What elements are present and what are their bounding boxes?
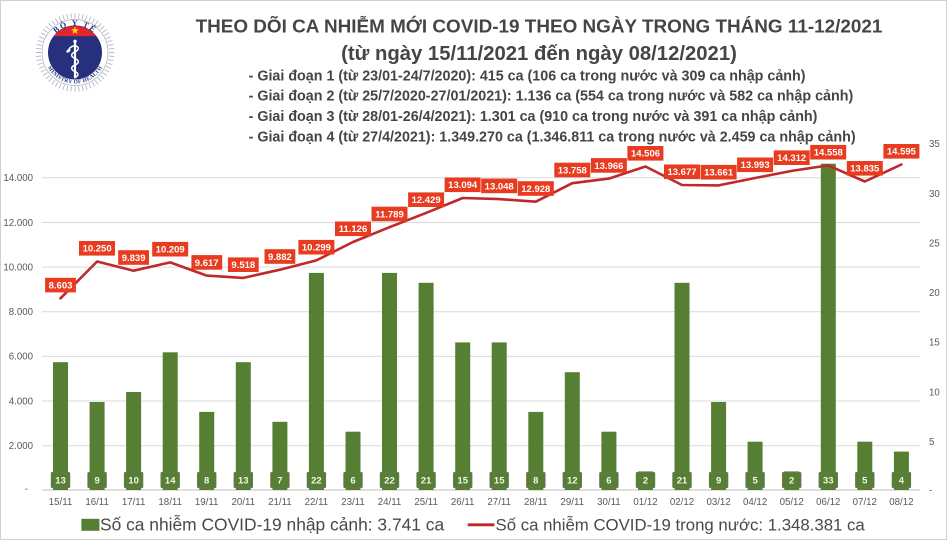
svg-text:19/11: 19/11 <box>195 497 219 508</box>
svg-text:4: 4 <box>899 475 905 486</box>
svg-text:10.250: 10.250 <box>83 244 112 255</box>
svg-text:5: 5 <box>929 437 934 448</box>
svg-text:- Giai đoạn 2 (từ 25/7/2020-27: - Giai đoạn 2 (từ 25/7/2020-27/01/2021):… <box>249 89 854 105</box>
svg-text:(từ ngày 15/11/2021 đến ngày 0: (từ ngày 15/11/2021 đến ngày 08/12/2021) <box>341 43 737 65</box>
svg-text:10: 10 <box>128 475 139 486</box>
svg-text:17/11: 17/11 <box>122 497 146 508</box>
svg-text:13.993: 13.993 <box>741 160 770 171</box>
svg-text:20/11: 20/11 <box>232 497 256 508</box>
svg-text:30: 30 <box>929 189 940 200</box>
svg-text:8.603: 8.603 <box>49 281 73 292</box>
svg-text:5: 5 <box>752 475 758 486</box>
svg-text:14.558: 14.558 <box>814 148 843 159</box>
svg-text:14.000: 14.000 <box>3 173 33 184</box>
svg-text:14: 14 <box>165 475 176 486</box>
svg-text:- Giai đoạn 4 (từ 27/4/2021):: - Giai đoạn 4 (từ 27/4/2021): 1.349.270 … <box>249 130 856 146</box>
svg-text:- Giai đoạn 1 (từ 23/01-24/7/2: - Giai đoạn 1 (từ 23/01-24/7/2020): 415 … <box>249 68 806 84</box>
svg-text:-: - <box>929 485 932 496</box>
svg-text:21: 21 <box>677 475 688 486</box>
svg-text:20: 20 <box>929 288 940 299</box>
svg-text:15: 15 <box>929 338 940 349</box>
svg-text:01/12: 01/12 <box>633 497 657 508</box>
svg-text:6.000: 6.000 <box>9 352 34 363</box>
svg-text:21: 21 <box>421 475 432 486</box>
svg-text:02/12: 02/12 <box>670 497 694 508</box>
svg-text:6: 6 <box>606 475 611 486</box>
svg-text:21/11: 21/11 <box>268 497 292 508</box>
svg-text:8: 8 <box>204 475 209 486</box>
svg-text:04/12: 04/12 <box>743 497 767 508</box>
svg-text:9.882: 9.882 <box>268 252 292 263</box>
svg-text:Số ca nhiễm COVID-19 nhập cảnh: Số ca nhiễm COVID-19 nhập cảnh: 3.741 ca <box>100 514 444 534</box>
svg-text:15: 15 <box>494 475 505 486</box>
svg-text:27/11: 27/11 <box>487 497 511 508</box>
svg-text:22/11: 22/11 <box>305 497 329 508</box>
svg-text:14.506: 14.506 <box>631 149 660 160</box>
svg-text:13.758: 13.758 <box>558 165 587 176</box>
svg-text:2.000: 2.000 <box>9 441 34 452</box>
svg-text:9: 9 <box>94 475 99 486</box>
svg-text:15/11: 15/11 <box>49 497 73 508</box>
svg-text:12.000: 12.000 <box>3 218 33 229</box>
svg-text:29/11: 29/11 <box>561 497 585 508</box>
svg-text:13: 13 <box>55 475 66 486</box>
svg-text:9.518: 9.518 <box>231 260 255 271</box>
svg-text:2: 2 <box>643 475 648 486</box>
svg-text:10.209: 10.209 <box>156 245 185 256</box>
svg-text:5: 5 <box>862 475 868 486</box>
svg-text:- Giai đoạn 3 (từ 28/01-26/4/2: - Giai đoạn 3 (từ 28/01-26/4/2021): 1.30… <box>249 109 818 125</box>
svg-text:28/11: 28/11 <box>524 497 548 508</box>
svg-text:35: 35 <box>929 139 940 150</box>
svg-text:13.966: 13.966 <box>594 161 623 172</box>
svg-text:7: 7 <box>277 475 282 486</box>
svg-text:13: 13 <box>238 475 249 486</box>
svg-text:14.312: 14.312 <box>777 153 806 164</box>
svg-text:9.617: 9.617 <box>195 258 219 269</box>
svg-text:6: 6 <box>350 475 355 486</box>
svg-text:12: 12 <box>567 475 578 486</box>
svg-text:13.094: 13.094 <box>448 180 478 191</box>
svg-text:12.429: 12.429 <box>412 195 441 206</box>
svg-text:10: 10 <box>929 387 940 398</box>
svg-text:22: 22 <box>311 475 322 486</box>
svg-text:13.661: 13.661 <box>704 168 734 179</box>
svg-text:14.595: 14.595 <box>887 147 917 158</box>
svg-text:03/12: 03/12 <box>706 497 730 508</box>
svg-text:8.000: 8.000 <box>9 307 34 318</box>
svg-text:33: 33 <box>823 475 834 486</box>
svg-text:22: 22 <box>384 475 395 486</box>
svg-text:13.048: 13.048 <box>485 181 514 192</box>
svg-text:11.789: 11.789 <box>375 209 404 220</box>
svg-text:16/11: 16/11 <box>85 497 109 508</box>
svg-text:12.928: 12.928 <box>521 184 550 195</box>
svg-text:24/11: 24/11 <box>378 497 402 508</box>
svg-text:25/11: 25/11 <box>414 497 438 508</box>
svg-text:2: 2 <box>789 475 794 486</box>
svg-text:8: 8 <box>533 475 538 486</box>
svg-text:11.126: 11.126 <box>339 224 368 235</box>
svg-text:25: 25 <box>929 238 940 249</box>
svg-text:26/11: 26/11 <box>451 497 475 508</box>
svg-text:30/11: 30/11 <box>597 497 621 508</box>
svg-text:THEO DÕI CA NHIỄM MỚI COVID-19: THEO DÕI CA NHIỄM MỚI COVID-19 THEO NGÀY… <box>196 15 883 37</box>
svg-text:9.839: 9.839 <box>122 253 146 264</box>
svg-text:08/12: 08/12 <box>889 497 913 508</box>
svg-text:07/12: 07/12 <box>853 497 877 508</box>
svg-text:18/11: 18/11 <box>158 497 182 508</box>
svg-text:4.000: 4.000 <box>9 396 34 407</box>
svg-text:Số ca nhiễm COVID-19 trong nướ: Số ca nhiễm COVID-19 trong nước: 1.348.3… <box>496 515 866 534</box>
svg-text:10.000: 10.000 <box>3 262 33 273</box>
svg-text:9: 9 <box>716 475 721 486</box>
svg-text:13.835: 13.835 <box>850 164 880 175</box>
svg-text:15: 15 <box>457 475 468 486</box>
svg-text:10.299: 10.299 <box>302 243 331 254</box>
svg-text:23/11: 23/11 <box>341 497 365 508</box>
svg-text:06/12: 06/12 <box>816 497 840 508</box>
svg-text:-: - <box>25 484 28 495</box>
svg-text:05/12: 05/12 <box>780 497 804 508</box>
svg-text:13.677: 13.677 <box>667 167 696 178</box>
